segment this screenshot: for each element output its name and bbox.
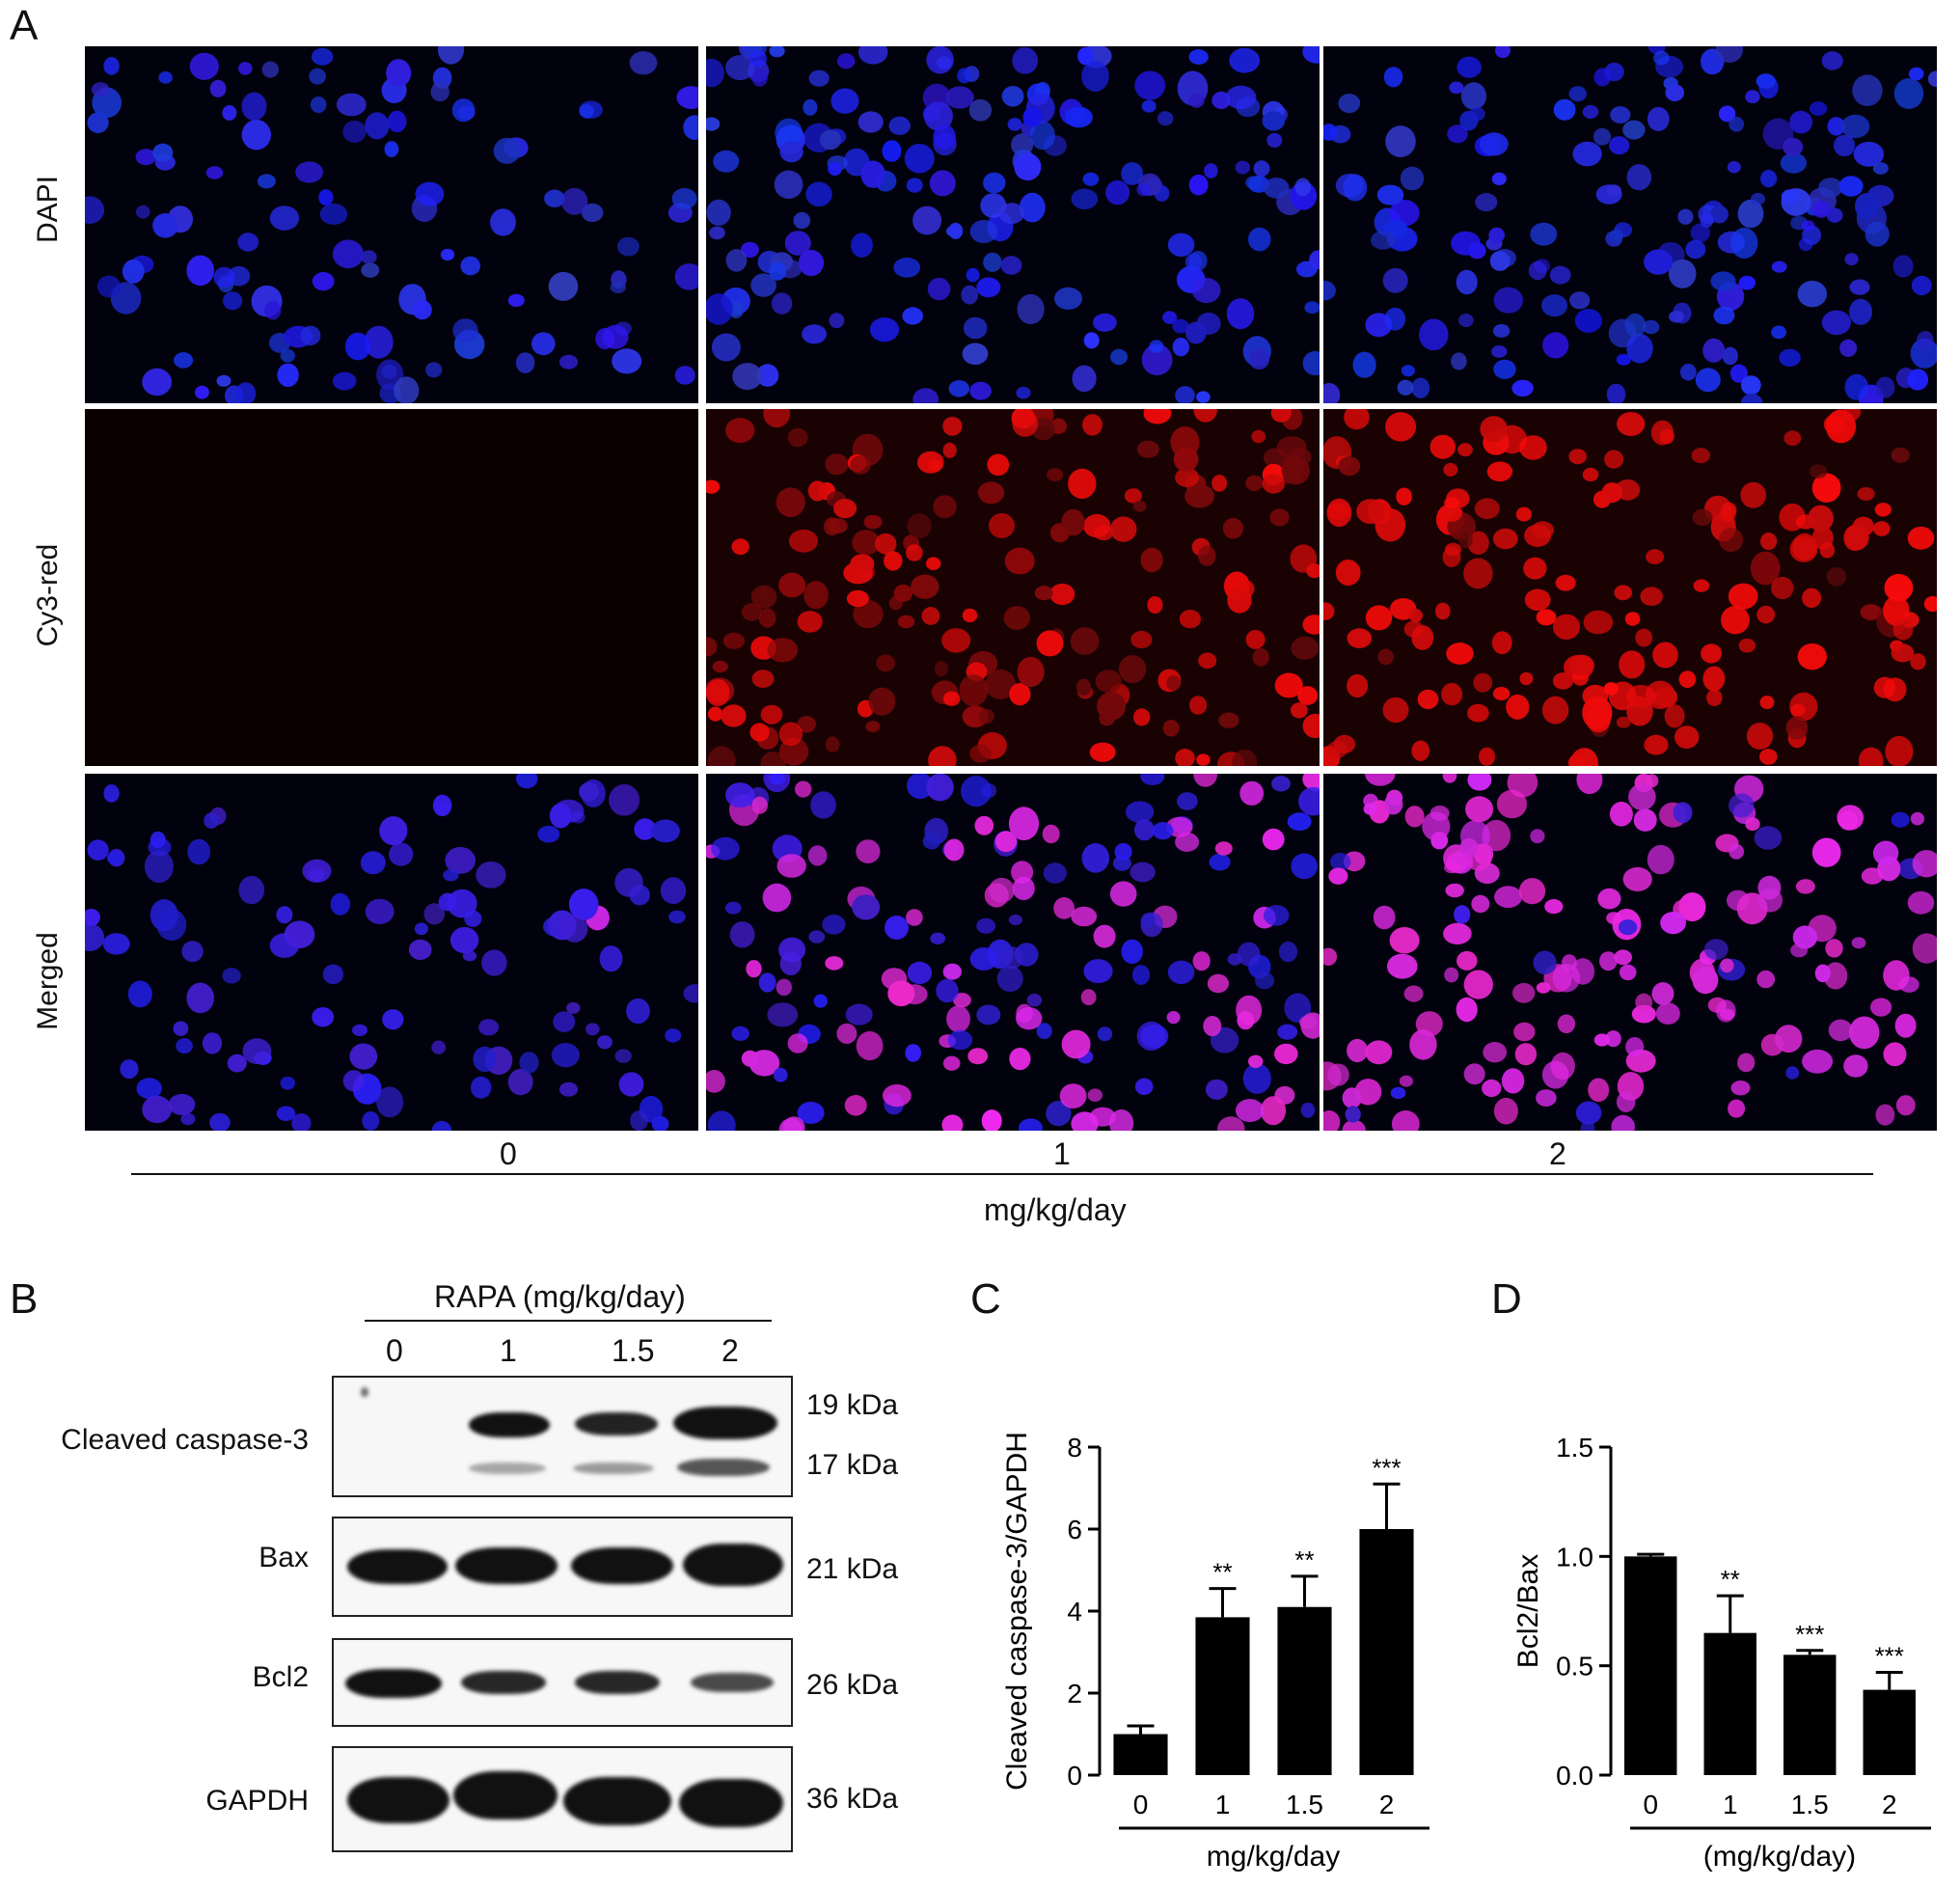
dose-label-2: 2 xyxy=(1549,1136,1566,1171)
chart-c-significance: *** xyxy=(1372,1453,1401,1482)
lane-label-1-5: 1.5 xyxy=(612,1333,655,1368)
chart-c-y-tick-label: 4 xyxy=(1067,1597,1082,1627)
chart-c-bar xyxy=(1277,1606,1332,1775)
micrograph-dapi-2 xyxy=(1323,46,1937,403)
chart-c-x-tick-label: 0 xyxy=(1133,1790,1149,1819)
chart-c-y-tick-label: 2 xyxy=(1067,1679,1082,1709)
row-label-cy3: Cy3-red xyxy=(32,543,64,647)
chart-c-y-tick-label: 8 xyxy=(1067,1433,1082,1463)
micrograph-merged-0 xyxy=(85,774,698,1131)
blot-gapdh xyxy=(332,1746,793,1852)
blot-label-bcl2: Bcl2 xyxy=(252,1661,309,1693)
chart-c-bar xyxy=(1113,1734,1168,1775)
micrograph-cy3-1 xyxy=(706,409,1320,766)
chart-d-significance: *** xyxy=(1795,1620,1824,1649)
chart-d-bar xyxy=(1624,1556,1677,1775)
chart-d-x-tick-label: 2 xyxy=(1882,1790,1897,1819)
dose-label-1: 1 xyxy=(1053,1136,1071,1171)
chart-c-bar xyxy=(1195,1617,1250,1775)
micrograph-dapi-0 xyxy=(85,46,698,403)
kda-17: 17 kDa xyxy=(806,1449,899,1481)
chart-d-y-tick-label: 1.0 xyxy=(1556,1542,1593,1572)
micrograph-cy3-0 xyxy=(85,409,698,766)
chart-d-significance: ** xyxy=(1721,1565,1740,1594)
blot-label-cleaved-caspase3: Cleaved caspase-3 xyxy=(61,1424,309,1456)
panel-a-letter: A xyxy=(10,2,39,49)
micrograph-dapi-1 xyxy=(706,46,1320,403)
blot-cleaved-caspase3 xyxy=(332,1376,793,1497)
chart-d-significance: *** xyxy=(1875,1641,1904,1670)
chart-d-x-tick-label: 1 xyxy=(1723,1790,1738,1819)
lane-label-1: 1 xyxy=(500,1333,517,1368)
blot-bcl2 xyxy=(332,1638,793,1727)
kda-36: 36 kDa xyxy=(806,1783,899,1815)
blot-label-gapdh: GAPDH xyxy=(205,1785,309,1817)
micrograph-merged-1 xyxy=(706,774,1320,1131)
chart-d-bar xyxy=(1863,1689,1916,1775)
dose-label-0: 0 xyxy=(500,1136,517,1171)
panel-c-letter: C xyxy=(970,1275,1001,1323)
chart-c-significance: ** xyxy=(1212,1558,1232,1587)
dose-unit-label: mg/kg/day xyxy=(984,1192,1127,1227)
panel-b-letter: B xyxy=(10,1275,39,1323)
western-header: RAPA (mg/kg/day) xyxy=(434,1279,686,1314)
chart-c-x-label: mg/kg/day xyxy=(1207,1841,1340,1872)
lane-label-2: 2 xyxy=(721,1333,739,1368)
chart-d-bar xyxy=(1703,1632,1756,1775)
micrograph-cy3-2 xyxy=(1323,409,1937,766)
row-label-merged: Merged xyxy=(32,932,64,1030)
kda-26: 26 kDa xyxy=(806,1669,899,1701)
chart-d-bar xyxy=(1783,1655,1837,1775)
chart-d-x-tick-label: 0 xyxy=(1643,1790,1658,1819)
panel-d-letter: D xyxy=(1491,1275,1522,1323)
chart-d-y-tick-label: 0.5 xyxy=(1556,1652,1593,1682)
chart-c-x-tick-label: 1 xyxy=(1215,1790,1231,1819)
western-header-line xyxy=(365,1320,772,1322)
chart-c-y-tick-label: 6 xyxy=(1067,1515,1082,1545)
chart-c-y-tick-label: 0 xyxy=(1067,1761,1082,1791)
chart-d-y-label: Bcl2/Bax xyxy=(1512,1554,1544,1668)
blot-label-bax: Bax xyxy=(259,1542,309,1573)
lane-label-0: 0 xyxy=(386,1333,403,1368)
chart-bcl2-bax: 0.0 0.5 1.0 1.5 Bcl2/Bax 0 ** 1 *** 1.5 *** 2 (mg/kg… xyxy=(1505,1389,1948,1873)
row-label-dapi: DAPI xyxy=(32,175,64,244)
chart-c-x-tick-label: 2 xyxy=(1379,1790,1395,1819)
kda-21: 21 kDa xyxy=(806,1553,899,1585)
chart-d-y-tick-label: 0.0 xyxy=(1556,1761,1593,1791)
chart-c-bar xyxy=(1359,1529,1414,1775)
chart-d-x-tick-label: 1.5 xyxy=(1791,1790,1829,1819)
chart-d-y-tick-label: 1.5 xyxy=(1556,1433,1593,1463)
chart-d-x-label: (mg/kg/day) xyxy=(1703,1841,1856,1872)
chart-c-y-label: Cleaved caspase-3/GAPDH xyxy=(1001,1432,1033,1791)
blot-bax xyxy=(332,1517,793,1617)
chart-c-x-tick-label: 1.5 xyxy=(1286,1790,1323,1819)
chart-cleaved-caspase3: 0 2 4 6 8 Cleaved caspase-3/GAPDH 0 ** 1 ** 1.5 ***… xyxy=(994,1389,1447,1873)
kda-19: 19 kDa xyxy=(806,1389,899,1421)
chart-c-significance: ** xyxy=(1294,1545,1314,1574)
micrograph-merged-2 xyxy=(1323,774,1937,1131)
dose-axis-line xyxy=(131,1173,1873,1175)
